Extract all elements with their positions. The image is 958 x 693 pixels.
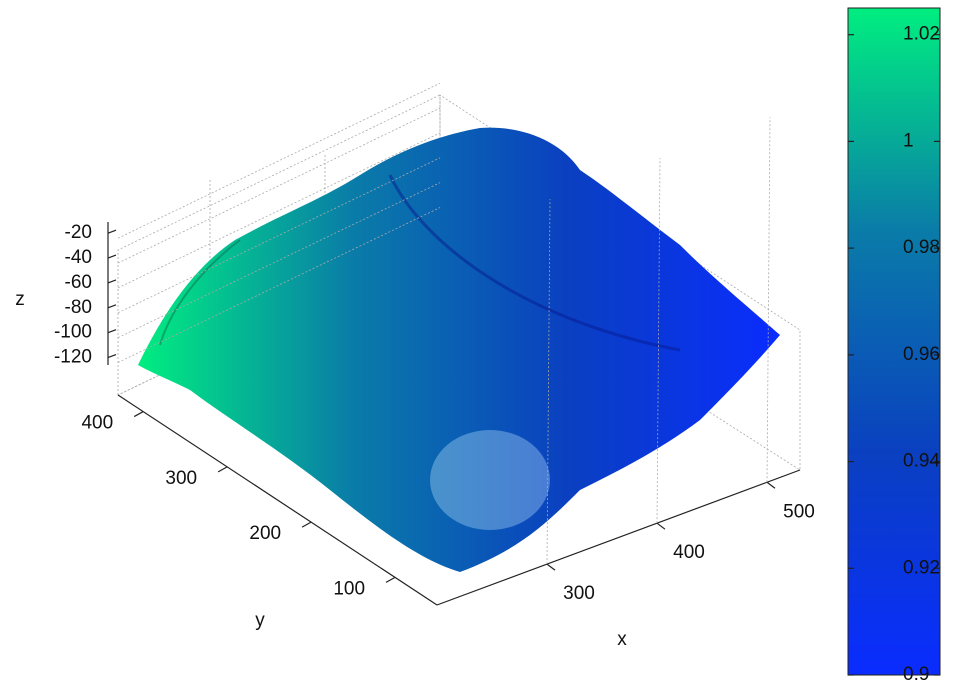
grid-line: [656, 158, 661, 524]
z-tick: [107, 279, 117, 284]
colorbar-tick-label: 0.98: [903, 237, 940, 258]
colorbar-tick-label: 0.9: [903, 664, 929, 685]
y-tick: [301, 521, 312, 528]
grid-line: [766, 117, 771, 483]
z-tick: [107, 329, 117, 334]
x-axis: [436, 469, 801, 606]
x-tick-label: 500: [783, 501, 815, 522]
grid-line: [546, 199, 551, 565]
grid-line: [117, 82, 441, 239]
z-tick-label: -40: [65, 247, 92, 268]
y-tick: [217, 466, 228, 473]
y-tick-label: 400: [81, 413, 113, 434]
x-tick-label: 400: [673, 542, 705, 563]
surface: [138, 127, 780, 573]
y-tick-label: 100: [333, 578, 365, 599]
y-axis: [117, 394, 438, 606]
grid-line: [117, 132, 441, 289]
colorbar-tick-label: 0.92: [903, 557, 940, 578]
y-axis-label: y: [255, 610, 265, 631]
z-tick-label: -20: [65, 222, 92, 243]
colorbar: [847, 7, 941, 676]
z-tick-label: -100: [54, 322, 92, 343]
z-tick-label: -80: [65, 297, 92, 318]
colorbar-tick-label: 1.02: [903, 24, 940, 45]
grid-line: [117, 107, 441, 264]
back-wall: [117, 94, 441, 396]
z-tick: [107, 229, 117, 234]
colorbar-tick-label: 1: [903, 130, 914, 151]
surface-shading: [159, 239, 241, 346]
z-tick: [107, 353, 117, 359]
x-tick: [766, 481, 776, 489]
x-tick: [546, 563, 556, 571]
y-tick: [385, 576, 396, 583]
z-axis-label: z: [15, 289, 25, 310]
z-tick: [107, 304, 117, 309]
x-tick-label: 300: [563, 583, 595, 604]
z-tick-label: -120: [54, 347, 92, 368]
surface-highlight: [430, 430, 550, 530]
grid-line: [117, 182, 441, 339]
y-tick-label: 200: [249, 523, 281, 544]
x-tick: [656, 522, 666, 530]
colorbar-tick-label: 0.94: [903, 451, 940, 472]
z-tick-label: -60: [65, 272, 92, 293]
grid-line: [117, 207, 441, 363]
colorbar-tick-label: 0.96: [903, 344, 940, 365]
y-tick: [133, 411, 144, 418]
axes: [107, 222, 801, 606]
z-tick: [107, 254, 117, 259]
surface-shading: [388, 174, 681, 352]
x-axis-label: x: [617, 629, 627, 650]
grid-line: [117, 157, 441, 314]
y-tick-label: 300: [165, 468, 197, 489]
